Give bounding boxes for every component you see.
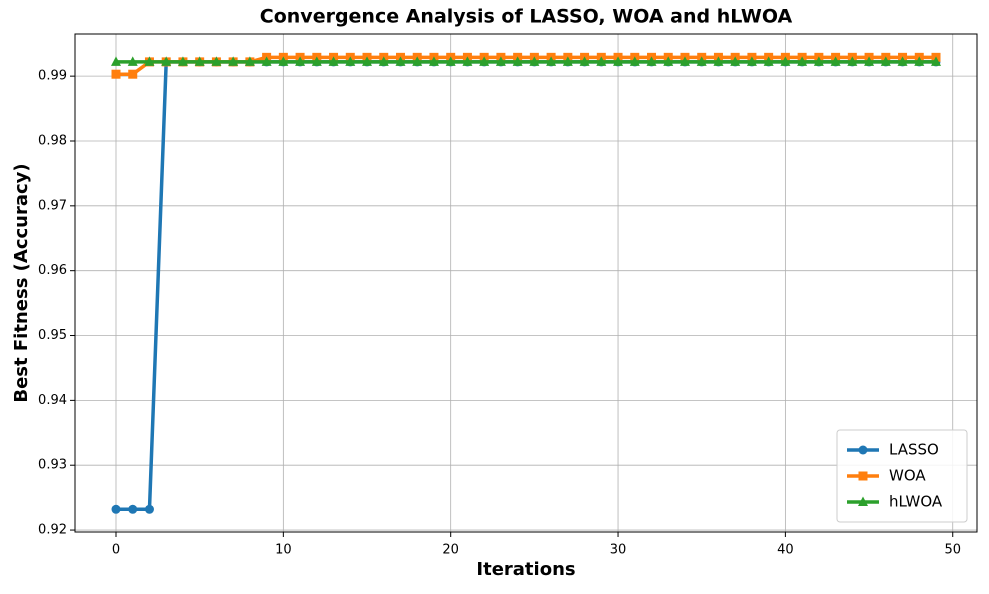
marker: [462, 56, 473, 66]
marker: [161, 56, 172, 66]
marker: [194, 56, 205, 66]
marker: [797, 56, 808, 66]
y-tick-label: 0.96: [38, 263, 67, 278]
marker: [914, 56, 925, 66]
marker: [546, 56, 557, 66]
legend-marker: [858, 471, 868, 481]
legend-marker: [858, 445, 868, 455]
legend-label: hLWOA: [889, 493, 943, 511]
marker: [780, 56, 791, 66]
marker: [897, 56, 908, 66]
marker: [295, 56, 306, 66]
x-tick-label: 0: [112, 543, 120, 558]
marker: [562, 56, 573, 66]
marker: [111, 69, 121, 79]
x-tick-label: 30: [610, 543, 627, 558]
marker: [931, 56, 941, 66]
marker: [378, 56, 389, 66]
x-tick-label: 20: [442, 543, 459, 558]
marker: [128, 69, 138, 79]
marker: [730, 56, 741, 66]
marker: [579, 56, 590, 66]
marker: [479, 56, 490, 66]
legend-marker: [858, 496, 868, 506]
marker: [763, 56, 774, 66]
marker: [328, 56, 339, 66]
marker: [228, 56, 239, 66]
chart-title: Convergence Analysis of LASSO, WOA and h…: [260, 6, 793, 28]
marker: [412, 56, 423, 66]
plot-frame: [74, 33, 978, 533]
y-tick-label: 0.92: [38, 523, 67, 538]
marker: [278, 56, 289, 66]
marker: [629, 56, 640, 66]
legend-box: [836, 429, 968, 523]
marker: [428, 56, 439, 66]
marker: [445, 56, 456, 66]
marker: [880, 56, 891, 66]
x-axis-label: Iterations: [476, 559, 575, 580]
line: [116, 60, 936, 512]
marker: [261, 56, 272, 66]
y-tick-label: 0.93: [38, 458, 67, 473]
marker: [830, 56, 841, 66]
marker: [127, 56, 138, 66]
marker: [613, 56, 624, 66]
marker: [813, 56, 824, 66]
marker: [696, 56, 707, 66]
marker: [244, 56, 255, 66]
marker: [847, 56, 858, 66]
marker: [395, 56, 406, 66]
marker: [345, 56, 356, 66]
y-tick-label: 0.97: [38, 198, 67, 213]
y-tick-label: 0.98: [38, 133, 67, 148]
marker: [495, 56, 506, 66]
marker: [144, 504, 154, 514]
marker: [211, 56, 222, 66]
marker: [646, 56, 657, 66]
legend-label: WOA: [889, 467, 926, 485]
marker: [111, 504, 121, 514]
marker: [596, 56, 607, 66]
line: [116, 55, 936, 76]
x-tick-label: 10: [275, 543, 292, 558]
marker: [111, 56, 121, 66]
marker: [529, 56, 540, 66]
marker: [144, 56, 155, 66]
legend-label: LASSO: [889, 441, 939, 459]
marker: [512, 56, 523, 66]
marker: [679, 56, 690, 66]
marker: [713, 56, 724, 66]
marker: [177, 56, 188, 66]
y-tick-label: 0.94: [38, 393, 67, 408]
marker: [746, 56, 757, 66]
marker: [362, 56, 373, 66]
marker: [864, 56, 875, 66]
x-tick-label: 50: [944, 543, 961, 558]
marker: [663, 56, 674, 66]
x-tick-label: 40: [777, 543, 794, 558]
y-tick-label: 0.95: [38, 328, 67, 343]
y-tick-label: 0.99: [38, 69, 67, 84]
marker: [311, 56, 322, 66]
y-axis-label: Best Fitness (Accuracy): [11, 163, 32, 402]
marker: [128, 504, 138, 514]
